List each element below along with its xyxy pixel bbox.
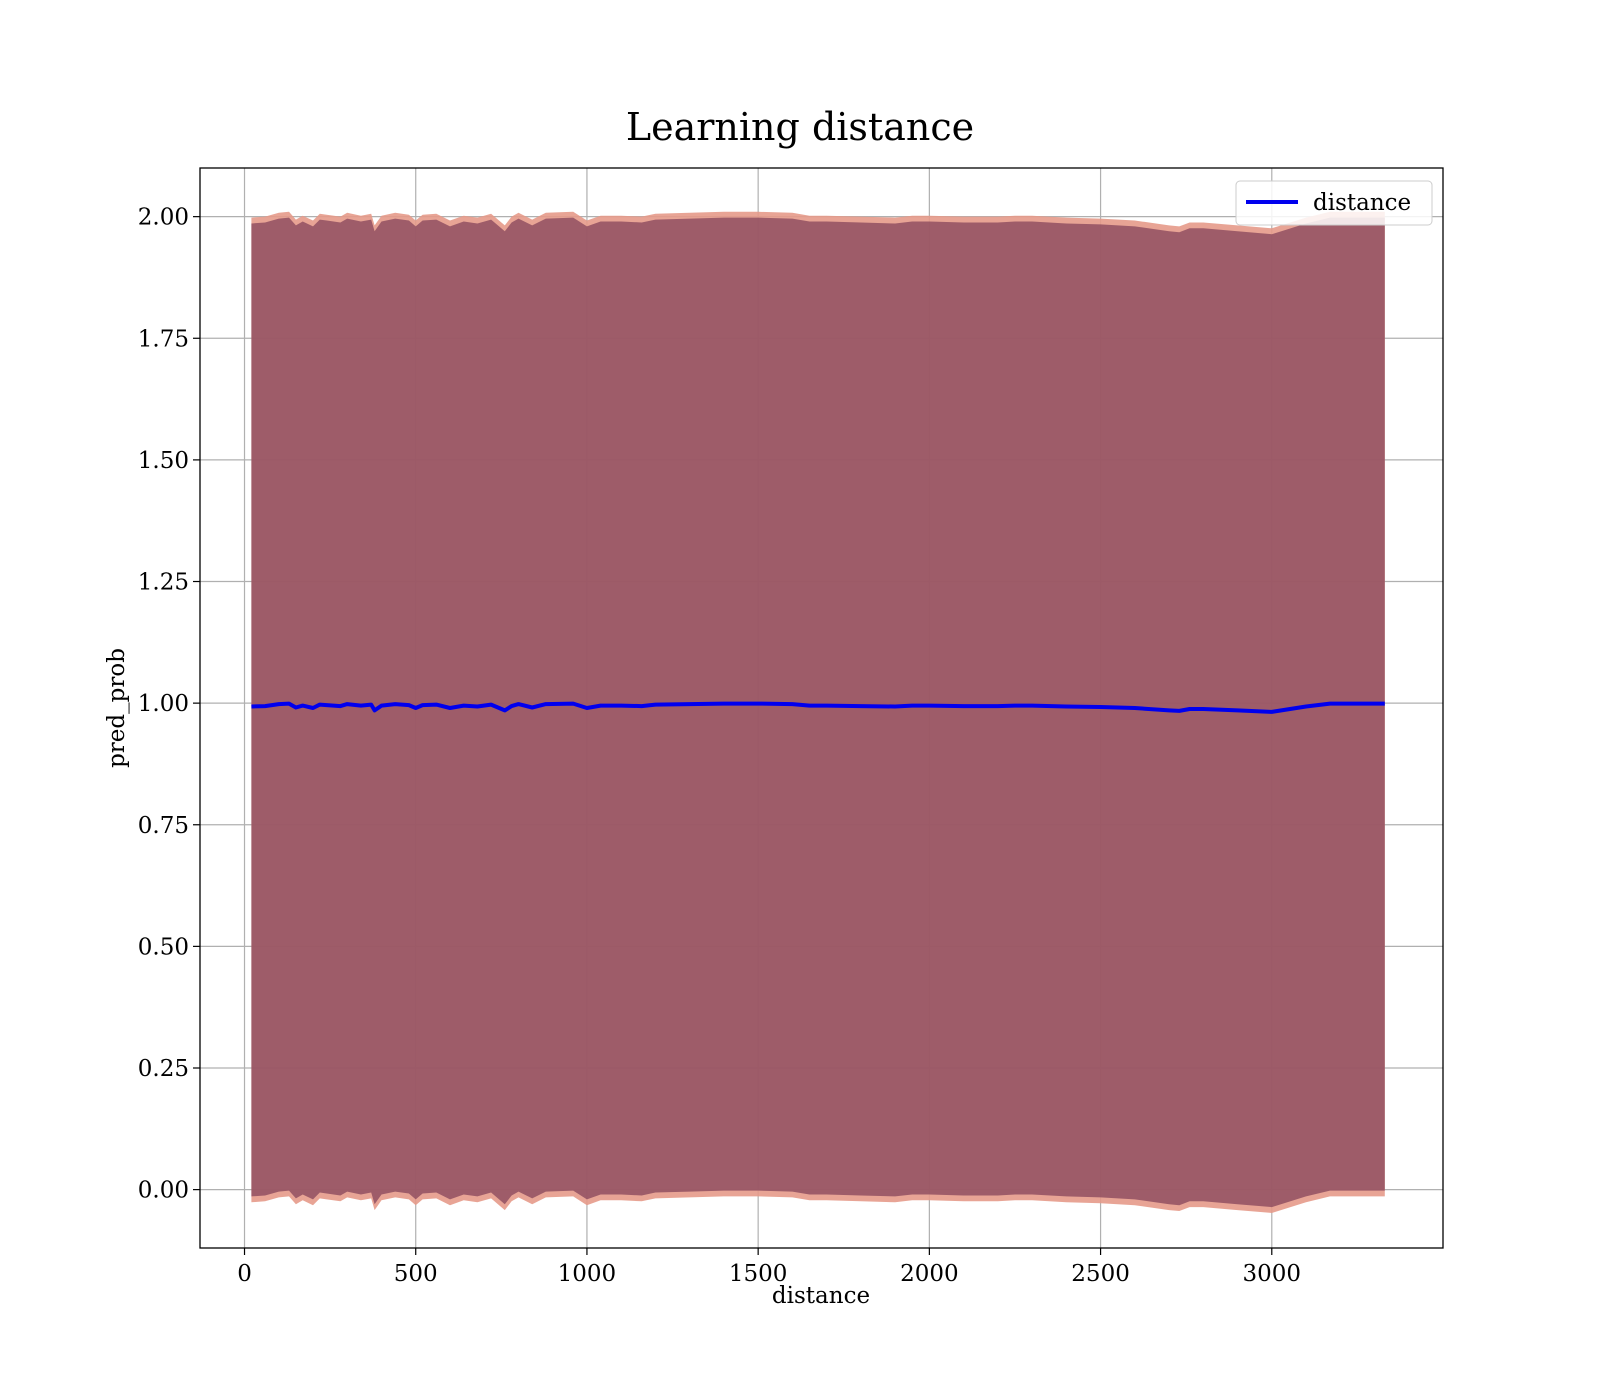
y-tick-label: 0.00 <box>138 1178 189 1204</box>
x-tick-label: 1500 <box>729 1261 788 1287</box>
y-tick-label: 0.75 <box>138 813 189 839</box>
x-tick-label: 500 <box>394 1261 438 1287</box>
uncertainty-band <box>251 211 1385 1214</box>
y-tick-label: 1.25 <box>138 570 189 596</box>
y-tick-label: 1.75 <box>138 326 189 352</box>
legend: distance <box>1235 180 1433 226</box>
y-tick-label: 1.00 <box>138 691 189 717</box>
x-tick-label: 2000 <box>900 1261 959 1287</box>
y-axis: 0.00 0.25 0.50 0.75 1.00 1.25 1.50 1.75 2.00 <box>138 205 200 1204</box>
band-inner <box>251 217 1385 1208</box>
chart-title: Learning distance <box>626 105 974 149</box>
x-tick-label: 1000 <box>558 1261 617 1287</box>
legend-label-distance: distance <box>1313 190 1411 216</box>
y-tick-label: 1.50 <box>138 448 189 474</box>
y-axis-label: pred_prob <box>104 648 130 768</box>
legend-box <box>1235 180 1433 226</box>
x-axis: 0 500 1000 1500 2000 2500 3000 <box>237 1248 1301 1287</box>
y-tick-label: 2.00 <box>138 205 189 231</box>
y-tick-label: 0.25 <box>138 1056 189 1082</box>
x-tick-label: 2500 <box>1071 1261 1130 1287</box>
plot-frame <box>199 167 1444 1249</box>
x-axis-label: distance <box>772 1283 870 1309</box>
series-line-distance <box>251 701 1385 714</box>
x-tick-label: 3000 <box>1243 1261 1302 1287</box>
x-tick-label: 0 <box>237 1261 252 1287</box>
y-tick-label: 0.50 <box>138 934 189 960</box>
